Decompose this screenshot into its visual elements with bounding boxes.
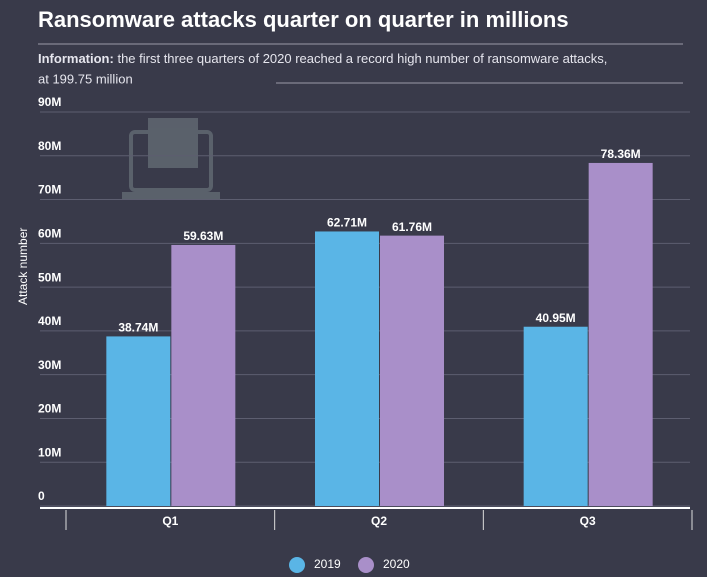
- bar: [171, 244, 236, 506]
- y-tick-label: 90M: [38, 95, 61, 109]
- x-tick-label: Q1: [162, 514, 178, 528]
- subtitle-label: Information:: [38, 51, 114, 66]
- value-label: 78.36M: [601, 147, 641, 161]
- y-tick-label: 60M: [38, 227, 61, 241]
- icon: [122, 118, 220, 200]
- bar: [106, 336, 171, 506]
- y-tick-label: 0: [38, 489, 45, 503]
- y-tick-label: 40M: [38, 314, 61, 328]
- x-tick-label: Q2: [371, 514, 387, 528]
- y-tick-label: 10M: [38, 445, 61, 459]
- value-label: 40.95M: [536, 311, 576, 325]
- bar: [588, 162, 653, 506]
- bar: [523, 326, 588, 506]
- y-tick-label: 80M: [38, 139, 61, 153]
- y-tick-label: 30M: [38, 358, 61, 372]
- subtitle: Information: the first three quarters of…: [38, 51, 607, 66]
- subtitle-text-line2: at 199.75 million: [38, 71, 133, 86]
- legend-label: 2019: [314, 557, 341, 571]
- value-label: 62.71M: [327, 216, 367, 230]
- subtitle-text: the first three quarters of 2020 reached…: [117, 51, 607, 66]
- bar: [315, 231, 379, 507]
- y-tick-label: 70M: [38, 183, 61, 197]
- legend-swatch: [289, 557, 305, 573]
- x-tick-label: Q3: [580, 514, 596, 528]
- y-tick-label: 50M: [38, 270, 61, 284]
- value-label: 59.63M: [183, 229, 223, 243]
- legend-label: 2020: [383, 557, 410, 571]
- chart-title: Ransomware attacks quarter on quarter in…: [38, 7, 569, 32]
- legend-swatch: [358, 557, 374, 573]
- value-label: 61.76M: [392, 220, 432, 234]
- y-axis-label: Attack number: [16, 228, 30, 305]
- value-label: 38.74M: [118, 321, 158, 335]
- bar: [380, 235, 444, 506]
- y-tick-label: 20M: [38, 402, 61, 416]
